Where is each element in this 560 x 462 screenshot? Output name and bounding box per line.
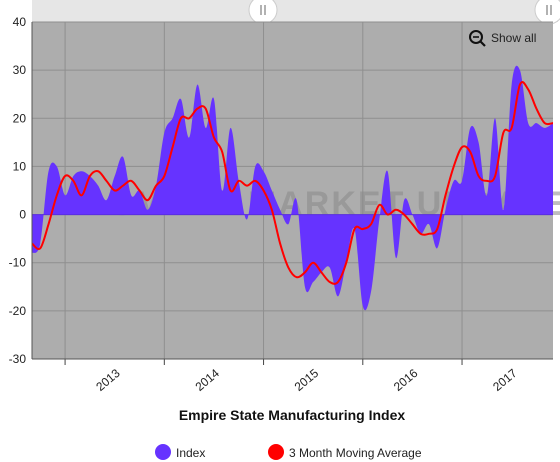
show-all-label: Show all (491, 31, 536, 45)
x-tick-label: 2017 (490, 366, 520, 394)
index-area-layer (32, 65, 553, 311)
y-tick-label: -20 (9, 304, 27, 318)
y-tick-label: -30 (9, 352, 27, 366)
x-tick-label: 2014 (193, 366, 223, 394)
x-tick-label: 2013 (93, 366, 123, 394)
legend-item-moving-average[interactable]: 3 Month Moving Average (268, 444, 422, 460)
legend: Index 3 Month Moving Average (155, 444, 422, 460)
moving-average-line (31, 81, 554, 285)
y-tick-label: 20 (13, 111, 27, 125)
y-tick-label: 10 (13, 159, 27, 173)
x-tick-label: 2016 (391, 366, 421, 394)
show-all-button[interactable]: Show all (462, 27, 546, 49)
legend-marker (155, 444, 171, 460)
chart-title: Empire State Manufacturing Index (179, 407, 406, 423)
y-tick-label: -10 (9, 256, 27, 270)
y-axis-ticks: -30 -20 -10 0 10 20 30 40 (9, 15, 27, 366)
zoom-out-icon (469, 30, 486, 47)
navigator-strip[interactable] (32, 0, 558, 22)
legend-marker (268, 444, 284, 460)
x-tick-label: 2015 (292, 366, 322, 394)
moving-average-layer (31, 81, 554, 285)
y-tick-label: 40 (13, 15, 27, 29)
navigator-handle-left[interactable] (248, 0, 278, 25)
y-tick-label: 30 (13, 63, 27, 77)
legend-label: Index (176, 446, 205, 460)
legend-label: 3 Month Moving Average (289, 446, 422, 460)
y-tick-label: 0 (19, 208, 26, 222)
legend-item-index[interactable]: Index (155, 444, 205, 460)
